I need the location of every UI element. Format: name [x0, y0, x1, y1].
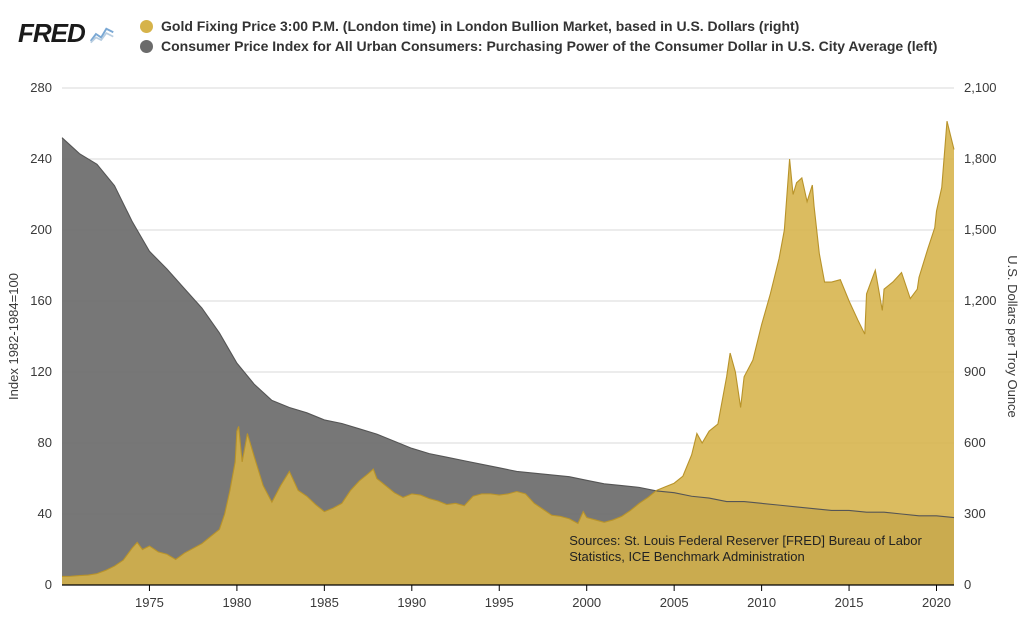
x-tick-label: 1990	[397, 595, 426, 610]
y-right-axis-label: U.S. Dollars per Troy Ounce	[1005, 255, 1020, 418]
y-left-tick-label: 240	[30, 151, 52, 166]
source-line-2: Statistics, ICE Benchmark Administration	[569, 549, 805, 564]
x-tick-label: 1995	[485, 595, 514, 610]
y-right-tick-label: 1,200	[964, 293, 997, 308]
x-tick-label: 1985	[310, 595, 339, 610]
y-right-tick-label: 900	[964, 364, 986, 379]
y-right-tick-label: 300	[964, 506, 986, 521]
y-right-tick-label: 2,100	[964, 80, 997, 95]
y-left-tick-label: 280	[30, 80, 52, 95]
source-line-1: Sources: St. Louis Federal Reserver [FRE…	[569, 533, 922, 548]
y-right-tick-label: 0	[964, 577, 971, 592]
y-left-tick-label: 0	[45, 577, 52, 592]
y-right-tick-label: 1,800	[964, 151, 997, 166]
x-tick-label: 2020	[922, 595, 951, 610]
x-tick-label: 2005	[660, 595, 689, 610]
dual-axis-chart: 1975198019851990199520002005201020152020…	[0, 0, 1024, 633]
x-tick-label: 2010	[747, 595, 776, 610]
y-left-axis-label: Index 1982-1984=100	[6, 273, 21, 400]
y-left-tick-label: 120	[30, 364, 52, 379]
x-tick-label: 1980	[222, 595, 251, 610]
y-left-tick-label: 200	[30, 222, 52, 237]
y-left-tick-label: 80	[38, 435, 52, 450]
x-tick-label: 2000	[572, 595, 601, 610]
y-right-tick-label: 1,500	[964, 222, 997, 237]
x-tick-label: 1975	[135, 595, 164, 610]
y-left-tick-label: 160	[30, 293, 52, 308]
x-tick-label: 2015	[835, 595, 864, 610]
y-right-tick-label: 600	[964, 435, 986, 450]
y-left-tick-label: 40	[38, 506, 52, 521]
